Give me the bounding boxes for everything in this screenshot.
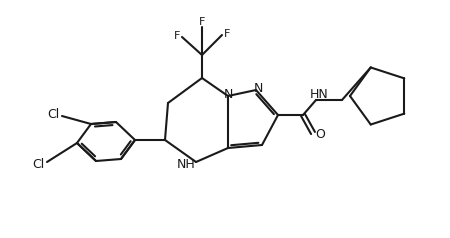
Text: O: O xyxy=(315,129,325,142)
Text: F: F xyxy=(224,29,230,39)
Text: HN: HN xyxy=(310,89,328,101)
Text: Cl: Cl xyxy=(32,158,44,170)
Text: N: N xyxy=(253,83,263,95)
Text: F: F xyxy=(174,31,180,41)
Text: F: F xyxy=(199,17,205,27)
Text: N: N xyxy=(223,89,233,101)
Text: Cl: Cl xyxy=(47,109,59,122)
Text: NH: NH xyxy=(176,158,195,170)
